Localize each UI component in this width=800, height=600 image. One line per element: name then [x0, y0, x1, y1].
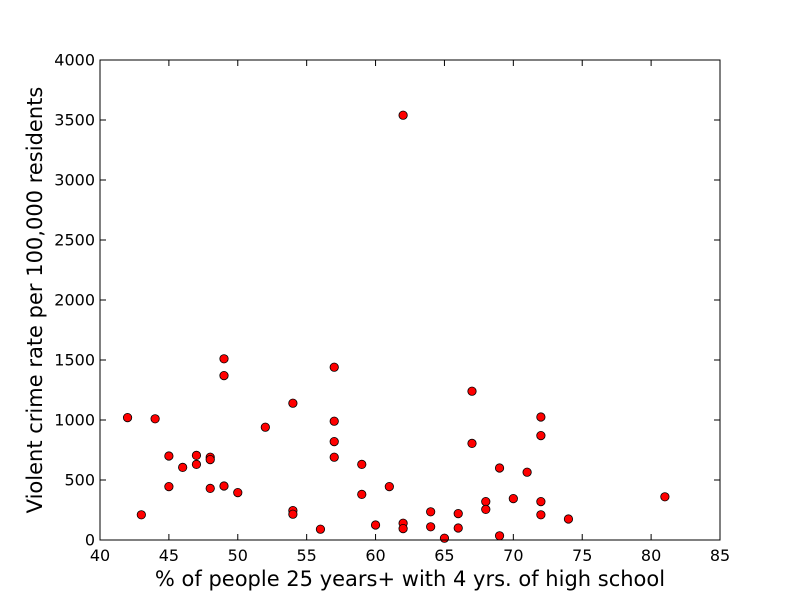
data-point — [191, 459, 202, 469]
data-point — [233, 487, 243, 498]
x-tick-label: 85 — [710, 546, 730, 565]
data-point — [398, 523, 408, 534]
data-point — [384, 481, 394, 492]
data-point — [219, 481, 229, 491]
data-point — [660, 492, 670, 502]
data-point — [536, 412, 546, 422]
x-tick-label: 75 — [572, 546, 592, 565]
y-tick-label: 3000 — [54, 171, 95, 190]
data-point — [288, 509, 298, 519]
data-point — [563, 514, 574, 524]
data-point — [536, 496, 546, 507]
y-tick-label: 500 — [64, 471, 95, 490]
data-point — [426, 522, 436, 532]
data-point — [136, 510, 146, 520]
data-point — [453, 508, 463, 519]
data-point — [508, 493, 518, 504]
data-point — [178, 462, 188, 472]
data-point — [357, 489, 367, 499]
y-tick-label: 4000 — [54, 51, 95, 70]
y-tick-label: 1500 — [54, 351, 95, 370]
data-point — [494, 463, 505, 473]
data-point — [467, 386, 477, 396]
data-point — [205, 454, 215, 465]
data-point — [260, 422, 270, 432]
data-point — [426, 507, 436, 517]
x-tick-label: 45 — [159, 546, 179, 565]
data-point — [467, 438, 477, 448]
data-point — [439, 533, 450, 543]
y-tick-label: 0 — [85, 531, 95, 550]
y-tick-label: 1000 — [54, 411, 95, 430]
data-point — [150, 414, 160, 424]
data-point — [191, 450, 202, 460]
data-point — [288, 398, 298, 408]
tick-labels: 40 45 50 55 60 65 70 75 80 85 0 500 1000 1500 2000 2500… — [54, 51, 730, 566]
x-tick-label: 50 — [228, 546, 248, 565]
data-point — [329, 416, 339, 426]
data-point — [398, 110, 408, 120]
data-point — [536, 430, 546, 441]
data-point — [481, 496, 491, 507]
x-axis-label: % of people 25 years+ with 4 yrs. of hig… — [155, 567, 665, 591]
x-tick-label: 80 — [641, 546, 661, 565]
plot-frame — [99, 59, 721, 541]
y-tick-label: 3500 — [54, 111, 95, 130]
data-point — [536, 510, 546, 520]
data-point — [315, 524, 326, 534]
x-tick-label: 65 — [434, 546, 454, 565]
data-point — [122, 412, 133, 423]
data-point — [164, 481, 174, 492]
data-point — [164, 451, 174, 461]
y-tick-label: 2000 — [54, 291, 95, 310]
y-axis-label: Violent crime rate per 100,000 residents — [23, 87, 47, 514]
data-point — [370, 520, 381, 530]
data-point — [522, 467, 532, 477]
plot-area — [100, 60, 720, 540]
x-tick-label: 55 — [296, 546, 316, 565]
x-tick-label: 40 — [90, 546, 110, 565]
data-point — [219, 370, 229, 381]
data-point — [329, 452, 339, 462]
x-tick-label: 60 — [365, 546, 385, 565]
data-point — [329, 436, 339, 447]
data-point — [494, 531, 505, 541]
data-point — [453, 523, 463, 533]
data-points — [122, 110, 670, 543]
data-point — [205, 483, 215, 493]
data-point — [219, 354, 229, 364]
data-point — [357, 459, 367, 469]
x-tick-label: 70 — [503, 546, 523, 565]
y-tick-label: 2500 — [54, 231, 95, 250]
data-point — [481, 504, 491, 514]
data-point — [329, 362, 339, 372]
